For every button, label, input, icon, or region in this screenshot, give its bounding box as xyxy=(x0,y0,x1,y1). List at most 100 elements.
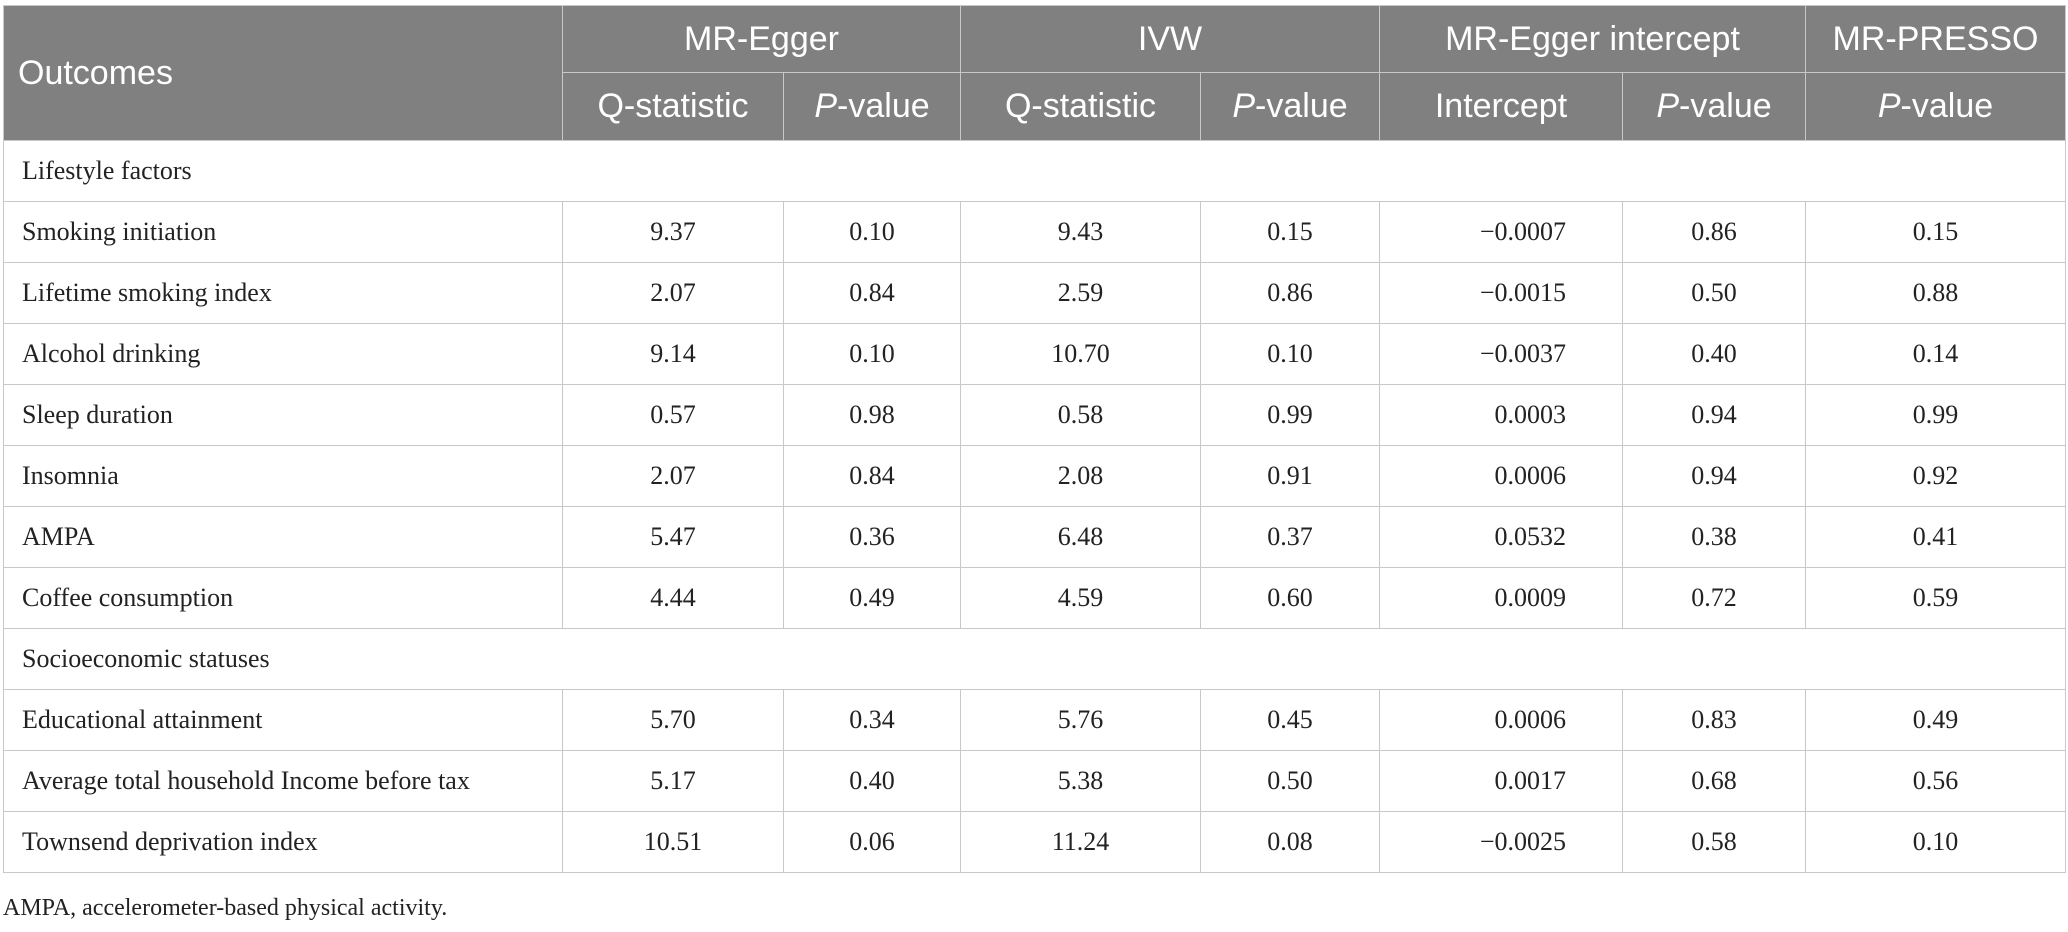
value-cell-eq: 5.17 xyxy=(562,750,784,812)
value-cell-eq: 9.14 xyxy=(562,323,784,385)
outcome-cell: Sleep duration xyxy=(3,384,563,446)
subheader-intercept: Intercept xyxy=(1379,72,1623,141)
outcome-cell: Lifetime smoking index xyxy=(3,262,563,324)
value-cell-iq: 5.76 xyxy=(960,689,1201,751)
value-cell-iq: 2.08 xyxy=(960,445,1201,507)
value-cell-ip: 0.99 xyxy=(1200,384,1380,446)
value-cell-intp: 0.50 xyxy=(1622,262,1806,324)
value-cell-presso: 0.59 xyxy=(1805,567,2066,629)
value-cell-int: 0.0532 xyxy=(1379,506,1623,568)
value-cell-intp: 0.58 xyxy=(1622,811,1806,873)
value-cell-ip: 0.45 xyxy=(1200,689,1380,751)
table-header: Outcomes MR-Egger IVW MR-Egger intercept… xyxy=(3,5,2066,141)
value-cell-ep: 0.98 xyxy=(783,384,961,446)
header-mr-egger-intercept: MR-Egger intercept xyxy=(1379,5,1806,73)
value-cell-intp: 0.94 xyxy=(1622,384,1806,446)
value-cell-ip: 0.15 xyxy=(1200,201,1380,263)
value-cell-iq: 5.38 xyxy=(960,750,1201,812)
header-ivw: IVW xyxy=(960,5,1380,73)
table-row: Educational attainment 5.70 0.34 5.76 0.45 0.… xyxy=(3,689,2066,751)
value-cell-presso: 0.88 xyxy=(1805,262,2066,324)
value-cell-intp: 0.40 xyxy=(1622,323,1806,385)
value-cell-eq: 5.47 xyxy=(562,506,784,568)
outcome-cell: Coffee consumption xyxy=(3,567,563,629)
value-cell-int: 0.0017 xyxy=(1379,750,1623,812)
value-cell-presso: 0.99 xyxy=(1805,384,2066,446)
table-body: Lifestyle factors Smoking initiation 9.37 0… xyxy=(3,140,2066,873)
value-cell-ep: 0.34 xyxy=(783,689,961,751)
header-outcomes: Outcomes xyxy=(3,5,563,141)
value-cell-int: 0.0006 xyxy=(1379,689,1623,751)
value-cell-presso: 0.92 xyxy=(1805,445,2066,507)
value-cell-intp: 0.86 xyxy=(1622,201,1806,263)
table-footnote: AMPA, accelerometer-based physical activ… xyxy=(3,895,448,921)
value-cell-ep: 0.10 xyxy=(783,201,961,263)
value-cell-eq: 9.37 xyxy=(562,201,784,263)
value-cell-eq: 0.57 xyxy=(562,384,784,446)
value-cell-intp: 0.72 xyxy=(1622,567,1806,629)
value-cell-ip: 0.37 xyxy=(1200,506,1380,568)
value-cell-ip: 0.86 xyxy=(1200,262,1380,324)
value-cell-ep: 0.49 xyxy=(783,567,961,629)
value-cell-intp: 0.94 xyxy=(1622,445,1806,507)
value-cell-presso: 0.41 xyxy=(1805,506,2066,568)
value-cell-ep: 0.40 xyxy=(783,750,961,812)
outcome-cell: Insomnia xyxy=(3,445,563,507)
section-row: Lifestyle factors xyxy=(3,140,2066,202)
value-cell-int: 0.0006 xyxy=(1379,445,1623,507)
section-title: Lifestyle factors xyxy=(3,140,2066,202)
value-cell-eq: 5.70 xyxy=(562,689,784,751)
value-cell-iq: 0.58 xyxy=(960,384,1201,446)
value-cell-eq: 10.51 xyxy=(562,811,784,873)
results-table: Outcomes MR-Egger IVW MR-Egger intercept… xyxy=(3,5,2066,873)
outcome-cell: Educational attainment xyxy=(3,689,563,751)
table-row: Smoking initiation 9.37 0.10 9.43 0.15 −0.000… xyxy=(3,201,2066,263)
outcome-cell: AMPA xyxy=(3,506,563,568)
table-row: Alcohol drinking 9.14 0.10 10.70 0.10 −0.0037… xyxy=(3,323,2066,385)
value-cell-ep: 0.84 xyxy=(783,445,961,507)
value-cell-presso: 0.15 xyxy=(1805,201,2066,263)
subheader-p-value: P-value xyxy=(1622,72,1806,141)
value-cell-iq: 4.59 xyxy=(960,567,1201,629)
table-row: Insomnia 2.07 0.84 2.08 0.91 0.0006 0.94 0.92 xyxy=(3,445,2066,507)
value-cell-iq: 9.43 xyxy=(960,201,1201,263)
outcome-cell: Average total household Income before ta… xyxy=(3,750,563,812)
value-cell-iq: 11.24 xyxy=(960,811,1201,873)
value-cell-presso: 0.56 xyxy=(1805,750,2066,812)
value-cell-intp: 0.83 xyxy=(1622,689,1806,751)
value-cell-eq: 4.44 xyxy=(562,567,784,629)
value-cell-ip: 0.10 xyxy=(1200,323,1380,385)
value-cell-ip: 0.60 xyxy=(1200,567,1380,629)
value-cell-ip: 0.50 xyxy=(1200,750,1380,812)
subheader-p-value: P-value xyxy=(783,72,961,141)
table-row: AMPA 5.47 0.36 6.48 0.37 0.0532 0.38 0.41 xyxy=(3,506,2066,568)
value-cell-eq: 2.07 xyxy=(562,445,784,507)
value-cell-int: −0.0037 xyxy=(1379,323,1623,385)
value-cell-ep: 0.36 xyxy=(783,506,961,568)
table-row: Townsend deprivation index 10.51 0.06 11.24… xyxy=(3,811,2066,873)
value-cell-int: 0.0003 xyxy=(1379,384,1623,446)
subheader-p-value: P-value xyxy=(1200,72,1380,141)
value-cell-eq: 2.07 xyxy=(562,262,784,324)
outcome-cell: Alcohol drinking xyxy=(3,323,563,385)
value-cell-iq: 6.48 xyxy=(960,506,1201,568)
value-cell-int: −0.0015 xyxy=(1379,262,1623,324)
table-row: Coffee consumption 4.44 0.49 4.59 0.60 0.0009… xyxy=(3,567,2066,629)
value-cell-presso: 0.10 xyxy=(1805,811,2066,873)
value-cell-presso: 0.49 xyxy=(1805,689,2066,751)
value-cell-intp: 0.68 xyxy=(1622,750,1806,812)
value-cell-ip: 0.91 xyxy=(1200,445,1380,507)
value-cell-presso: 0.14 xyxy=(1805,323,2066,385)
table-row: Sleep duration 0.57 0.98 0.58 0.99 0.0003 0.94… xyxy=(3,384,2066,446)
subheader-q-statistic: Q-statistic xyxy=(562,72,784,141)
value-cell-ep: 0.84 xyxy=(783,262,961,324)
value-cell-ip: 0.08 xyxy=(1200,811,1380,873)
subheader-q-statistic: Q-statistic xyxy=(960,72,1201,141)
value-cell-int: 0.0009 xyxy=(1379,567,1623,629)
value-cell-intp: 0.38 xyxy=(1622,506,1806,568)
value-cell-int: −0.0007 xyxy=(1379,201,1623,263)
table-row: Lifetime smoking index 2.07 0.84 2.59 0.86 −0… xyxy=(3,262,2066,324)
section-row: Socioeconomic statuses xyxy=(3,628,2066,690)
outcome-cell: Smoking initiation xyxy=(3,201,563,263)
section-title: Socioeconomic statuses xyxy=(3,628,2066,690)
